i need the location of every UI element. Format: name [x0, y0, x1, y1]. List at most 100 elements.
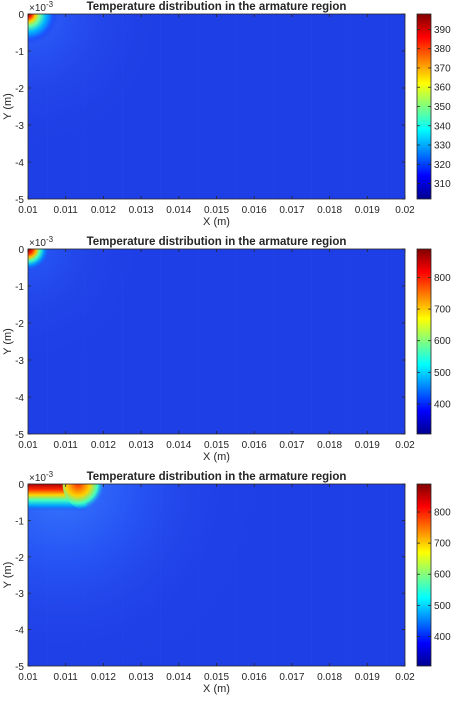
- y-exponent-label: ×10-3: [29, 0, 54, 14]
- y-exponent-base: ×10: [29, 473, 46, 484]
- colorbar-tick-label: 600: [434, 570, 451, 581]
- hotspot-group: [28, 14, 62, 86]
- colorbar-tick-label: 500: [434, 601, 451, 612]
- hotspot: [28, 249, 62, 303]
- chart-title: Temperature distribution in the armature…: [87, 471, 347, 483]
- x-axis-label: X (m): [203, 216, 230, 228]
- y-tick-label: -4: [15, 158, 24, 169]
- x-tick-label: 0.012: [91, 440, 116, 451]
- y-exponent-power: -3: [46, 470, 54, 479]
- x-tick-label: 0.016: [242, 672, 267, 683]
- x-tick-label: 0.01: [18, 205, 38, 216]
- x-tick-label: 0.019: [355, 672, 380, 683]
- x-tick-label: 0.012: [91, 672, 116, 683]
- colorbar-tick-label: 390: [434, 25, 451, 36]
- colorbar-frame: [416, 248, 432, 435]
- x-axis-label: X (m): [203, 683, 230, 695]
- colorbar-tick-label: 320: [434, 160, 451, 171]
- chart-panel-2: Temperature distribution in the armature…: [2, 235, 451, 463]
- x-tick-label: 0.011: [54, 440, 79, 451]
- chart-title: Temperature distribution in the armature…: [87, 1, 347, 13]
- y-tick-label: -3: [15, 356, 24, 367]
- x-tick-label: 0.019: [355, 205, 380, 216]
- y-exponent-base: ×10: [29, 238, 46, 249]
- colorbar-tick-label: 360: [434, 83, 451, 94]
- x-tick-label: 0.02: [395, 672, 415, 683]
- x-tick-label: 0.013: [129, 672, 154, 683]
- x-tick-label: 0.015: [204, 205, 229, 216]
- colorbar: [417, 484, 431, 666]
- chart-panel-1: Temperature distribution in the armature…: [2, 0, 451, 228]
- y-tick-label: -2: [15, 319, 24, 330]
- y-tick-label: -3: [15, 121, 24, 132]
- x-tick-label: 0.017: [279, 672, 304, 683]
- y-tick-label: -4: [15, 393, 24, 404]
- x-tick-label: 0.016: [242, 205, 267, 216]
- x-tick-label: 0.014: [166, 205, 191, 216]
- x-tick-label: 0.012: [91, 205, 116, 216]
- heatmap-glow: [28, 14, 405, 199]
- x-tick-label: 0.011: [54, 205, 79, 216]
- y-tick-label: -1: [15, 47, 24, 58]
- y-axis-label: Y (m): [2, 328, 14, 355]
- y-axis-label: Y (m): [2, 93, 14, 120]
- x-tick-label: 0.019: [355, 440, 380, 451]
- x-tick-label: 0.014: [166, 672, 191, 683]
- hotspot-group: [28, 249, 62, 303]
- y-tick-label: -5: [15, 430, 24, 441]
- colorbar-tick-label: 700: [434, 305, 451, 316]
- y-exponent-label: ×10-3: [29, 235, 54, 249]
- colorbar-tick-label: 400: [434, 399, 451, 410]
- y-tick-label: 0: [18, 245, 24, 256]
- y-tick-label: -3: [15, 589, 24, 600]
- hotspot-tip: [62, 484, 111, 510]
- heatmap-glow: [28, 249, 405, 434]
- colorbar-tick-label: 800: [434, 273, 451, 284]
- x-tick-label: 0.018: [317, 440, 342, 451]
- x-tick-label: 0.01: [18, 672, 38, 683]
- y-tick-label: -1: [15, 516, 24, 527]
- colorbar-tick-label: 700: [434, 539, 451, 550]
- colorbar-tick-label: 400: [434, 632, 451, 643]
- y-tick-label: -5: [15, 662, 24, 673]
- x-tick-label: 0.017: [279, 205, 304, 216]
- colorbar-tick-label: 340: [434, 121, 451, 132]
- hotspot: [28, 14, 62, 86]
- y-tick-label: -1: [15, 282, 24, 293]
- heatmap-glow: [28, 484, 405, 666]
- hotspot-group: [28, 484, 111, 512]
- colorbar: [417, 249, 431, 434]
- y-exponent-power: -3: [46, 235, 54, 244]
- y-exponent-base: ×10: [29, 3, 46, 14]
- x-tick-label: 0.013: [129, 205, 154, 216]
- x-tick-label: 0.02: [395, 205, 415, 216]
- colorbar-tick-label: 310: [434, 179, 451, 190]
- x-tick-label: 0.015: [204, 672, 229, 683]
- x-tick-label: 0.014: [166, 440, 191, 451]
- colorbar-tick-label: 330: [434, 141, 451, 152]
- x-tick-label: 0.016: [242, 440, 267, 451]
- y-tick-label: -2: [15, 84, 24, 95]
- colorbar-tick-label: 500: [434, 368, 451, 379]
- x-tick-label: 0.018: [317, 672, 342, 683]
- y-tick-label: 0: [18, 10, 24, 21]
- y-exponent-power: -3: [46, 0, 54, 9]
- colorbar-tick-label: 600: [434, 336, 451, 347]
- colorbar-tick-label: 800: [434, 508, 451, 519]
- x-tick-label: 0.018: [317, 205, 342, 216]
- x-axis-label: X (m): [203, 451, 230, 463]
- chart-panel-3: Temperature distribution in the armature…: [2, 470, 451, 695]
- y-exponent-label: ×10-3: [29, 470, 54, 484]
- colorbar-tick-label: 370: [434, 63, 451, 74]
- colorbar-frame: [416, 483, 432, 667]
- x-tick-label: 0.01: [18, 440, 38, 451]
- y-tick-label: 0: [18, 480, 24, 491]
- colorbar-tick-label: 380: [434, 44, 451, 55]
- x-tick-label: 0.013: [129, 440, 154, 451]
- y-axis-label: Y (m): [2, 562, 14, 589]
- chart-title: Temperature distribution in the armature…: [87, 236, 347, 248]
- x-tick-label: 0.017: [279, 440, 304, 451]
- colorbar-tick-label: 350: [434, 102, 451, 113]
- x-tick-label: 0.02: [395, 440, 415, 451]
